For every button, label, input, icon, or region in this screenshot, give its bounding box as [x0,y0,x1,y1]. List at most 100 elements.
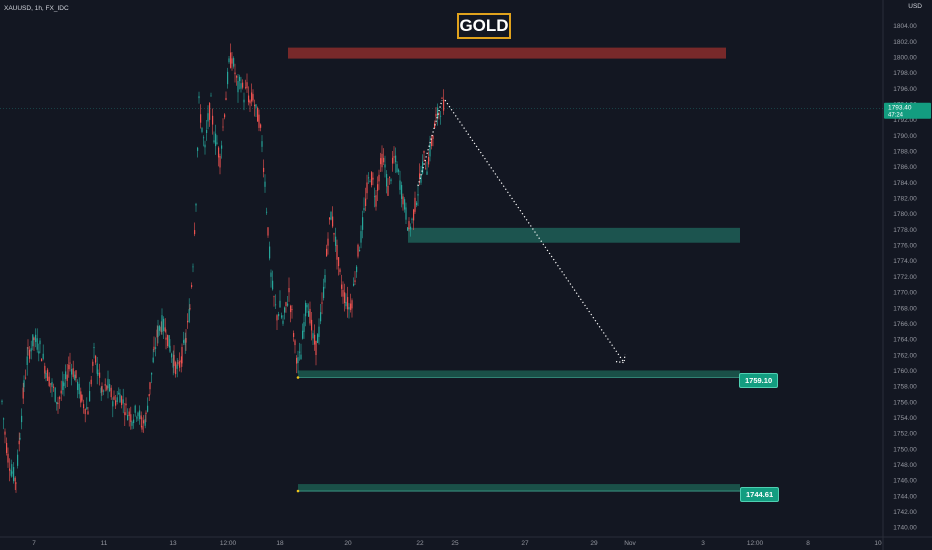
y-tick-label: 1766.00 [893,321,917,328]
candle-body [219,155,221,168]
candle-body [93,347,95,349]
candle-body [392,157,394,164]
candle-body [203,137,205,139]
x-tick-label: Nov [624,540,636,547]
candle-body [145,412,147,415]
candle-body [258,114,260,128]
zone-anchor-level-1744 [296,489,300,493]
candle-body [401,185,403,199]
y-tick-label: 1786.00 [893,164,917,171]
x-tick-label: 7 [32,540,36,547]
y-tick-label: 1756.00 [893,399,917,406]
candle-body [130,414,132,423]
candle-body [345,301,347,307]
candle-body [368,177,370,179]
candle-body [335,236,337,246]
candle-body [236,75,238,78]
candle-body [68,364,70,370]
y-tick-label: 1804.00 [893,23,917,30]
candle-body [96,363,98,374]
candle-body [314,334,316,345]
candle-body [381,153,383,168]
candle-body [30,348,32,352]
candle-body [168,335,170,348]
candle-body [263,167,265,172]
candle-body [206,129,208,134]
x-tick-label: 3 [701,540,705,547]
candle-body [278,314,280,317]
candle-body [110,387,112,398]
x-tick-label: 10 [874,540,882,547]
candle-body [140,415,142,420]
candle-body [198,96,200,99]
candle-body [443,99,445,111]
level-label-1759-text: 1759.10 [745,376,773,385]
candle-body [243,99,245,103]
x-tick-label: 8 [806,540,810,547]
y-tick-label: 1796.00 [893,86,917,93]
candle-body [272,280,274,290]
candle-body [210,95,212,97]
candle-body [416,202,418,206]
candle-body [32,334,34,347]
candle-body [369,181,371,183]
candle-body [101,385,103,393]
y-tick-label: 1762.00 [893,352,917,359]
candle-body [309,308,311,324]
candle-body [294,340,296,346]
candle-body [270,272,272,277]
candle-body [57,402,59,404]
candle-body [90,379,92,385]
candle-body [115,400,117,406]
candle-body [225,97,227,101]
zone-supply [288,47,726,59]
current-price-text: 1793.40 [888,105,912,112]
candle-body [71,369,73,375]
candle-body [106,385,108,390]
candle-body [72,368,74,377]
candle-body [29,349,31,359]
candle-body [276,315,278,321]
candle-body [160,327,162,333]
candle-body [273,296,275,298]
candle-body [127,414,129,421]
candle-body [315,340,317,356]
candle-body [285,302,287,307]
y-tick-label: 1778.00 [893,227,917,234]
candle-body [119,394,121,403]
candle-body [359,249,361,252]
candle-body [212,115,214,125]
candle-body [175,362,177,375]
candle-body [350,303,352,310]
candle-body [429,143,431,157]
candle-body [3,418,5,420]
candle-body [404,199,406,210]
candle-body [257,107,259,122]
candle-body [414,197,416,212]
candle-body [344,292,346,304]
candle-body [169,345,171,352]
candle-body [60,390,62,394]
candle-body [378,174,380,182]
candle-body [363,208,365,211]
candle-body [159,325,161,331]
candle-body [239,76,241,82]
candle-body [157,326,159,337]
x-tick-label: 12:00 [747,540,764,547]
y-tick-label: 1800.00 [893,55,917,62]
currency-label: USD [908,3,922,10]
candle-body [297,357,299,363]
candle-body [240,83,242,89]
candle-body [104,384,106,386]
candle-body [81,394,83,401]
candle-body [261,141,263,147]
candle-body [163,318,165,332]
candle-body [360,231,362,243]
candle-body [9,468,11,471]
candle-body [374,196,376,198]
candle-body [165,337,167,340]
candle-body [390,179,392,182]
candle-body [419,173,421,178]
candle-body [320,312,322,322]
